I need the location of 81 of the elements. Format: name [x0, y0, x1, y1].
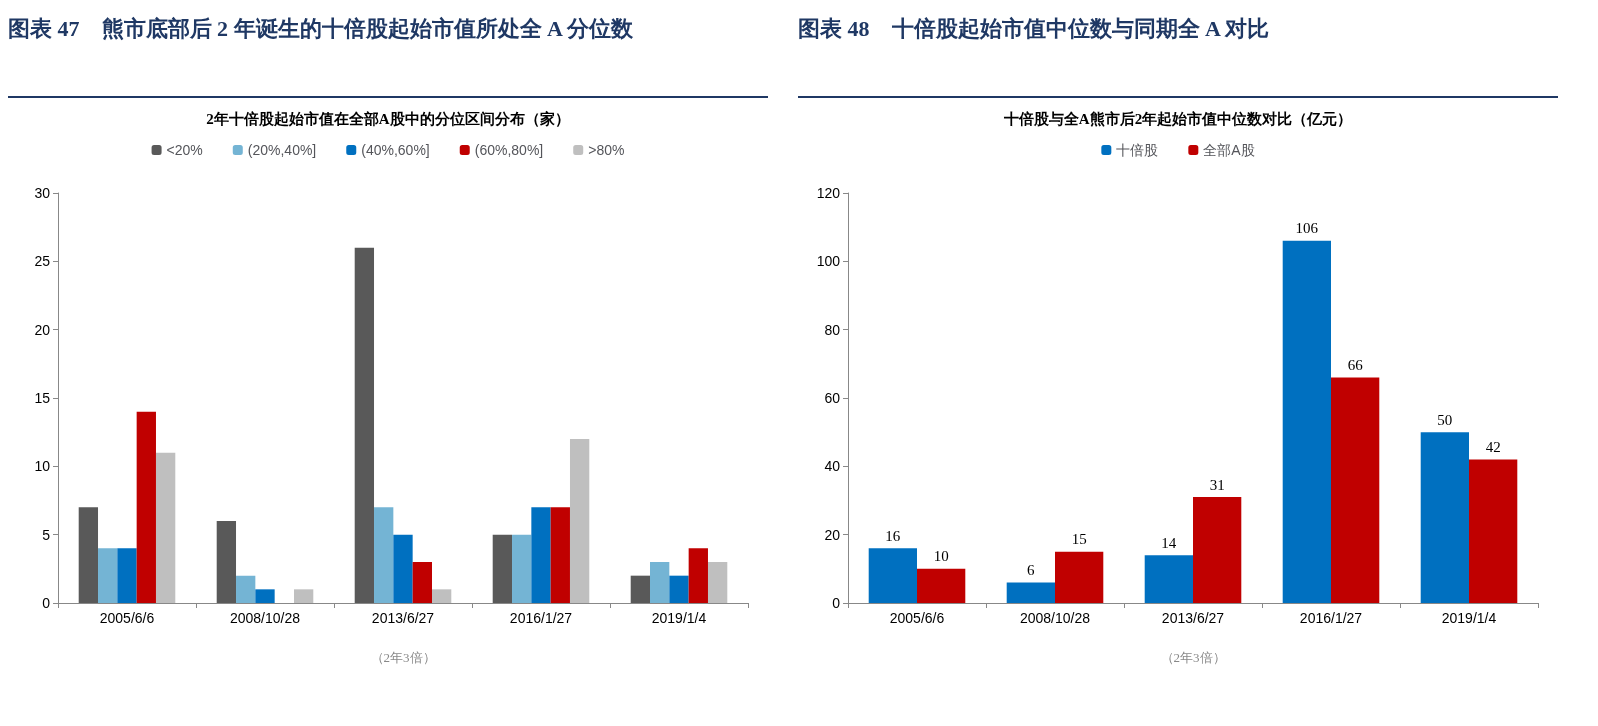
x-tick-label: 2013/6/27	[1161, 610, 1225, 626]
y-tick-label: 0	[42, 595, 51, 611]
y-tick-label: 25	[34, 253, 51, 270]
bar	[1420, 432, 1469, 603]
bar	[492, 534, 513, 603]
bar	[255, 589, 275, 603]
bar	[1469, 459, 1518, 603]
x-tick-label: 2005/6/6	[889, 610, 945, 626]
bar	[707, 562, 728, 603]
data-label: 6	[1027, 562, 1036, 578]
bar	[868, 548, 917, 603]
bar	[531, 507, 551, 603]
y-tick-label: 20	[34, 321, 51, 338]
data-label: 16	[885, 527, 901, 544]
data-label: 66	[1347, 357, 1364, 373]
data-label: 10	[933, 548, 949, 565]
y-tick-label: 80	[824, 321, 841, 338]
legend-label: >80%	[588, 142, 625, 158]
bar	[393, 534, 413, 603]
bar	[354, 247, 375, 603]
bar	[1055, 551, 1104, 603]
y-tick-label: 30	[34, 185, 51, 201]
bar	[650, 562, 670, 603]
data-label: 31	[1209, 476, 1225, 493]
y-tick-label: 0	[832, 595, 841, 611]
y-tick-label: 60	[824, 390, 841, 406]
legend-label: <20%	[166, 142, 203, 158]
bar	[431, 589, 452, 603]
bar	[630, 575, 651, 603]
bar	[917, 568, 966, 603]
y-tick-label: 40	[824, 458, 841, 475]
bar	[117, 548, 137, 603]
bar	[78, 507, 99, 603]
legend-label: (20%,40%]	[247, 142, 317, 158]
x-tick-label: 2016/1/27	[1299, 610, 1363, 626]
bar	[512, 534, 532, 603]
y-tick-label: 10	[34, 458, 51, 475]
chart-title: 图表 47 熊市底部后 2 年诞生的十倍股起始市值所处全 A 分位数	[8, 8, 768, 98]
bar	[1282, 240, 1331, 603]
legend-label: (40%,60%]	[361, 142, 430, 158]
y-tick-label: 15	[34, 390, 51, 406]
x-tick-label: 2008/10/28	[229, 610, 301, 626]
bar	[569, 439, 590, 603]
bar	[1144, 555, 1193, 603]
bar	[236, 575, 256, 603]
data-label: 42	[1485, 439, 1501, 455]
y-tick-label: 100	[816, 253, 841, 270]
data-label: 50	[1437, 411, 1453, 428]
bar	[669, 575, 689, 603]
x-tick-label: 2005/6/6	[99, 610, 155, 626]
x-tick-label: 2019/1/4	[651, 610, 707, 626]
bar	[1331, 377, 1380, 603]
y-tick-label: 5	[42, 526, 51, 543]
bar	[216, 521, 237, 603]
data-label: 15	[1071, 531, 1087, 548]
bar	[374, 507, 394, 603]
bar	[293, 589, 314, 603]
bar	[550, 507, 570, 603]
chart-title: 图表 48 十倍股起始市值中位数与同期全 A 对比	[798, 8, 1558, 98]
y-tick-label: 120	[816, 185, 841, 201]
legend-label: 十倍股	[1116, 142, 1159, 158]
x-tick-label: 2019/1/4	[1441, 610, 1497, 626]
bar	[1193, 497, 1242, 603]
x-tick-label: 2016/1/27	[509, 610, 573, 626]
bar	[155, 452, 176, 603]
y-tick-label: 20	[824, 526, 841, 543]
x-tick-label: 2008/10/28	[1019, 610, 1091, 626]
x-axis-title: （2年3倍）	[1160, 650, 1226, 665]
legend-label: 全部A股	[1203, 142, 1255, 158]
x-tick-label: 2013/6/27	[371, 610, 435, 626]
legend-label: (60%,80%]	[474, 142, 544, 158]
bar	[1006, 582, 1055, 603]
chart-subtitle: 2年十倍股起始市值在全部A股中的分位区间分布（家）	[206, 109, 570, 127]
bar	[136, 411, 156, 603]
bar	[98, 548, 118, 603]
data-label: 14	[1161, 534, 1177, 551]
chart-subtitle: 十倍股与全A熊市后2年起始市值中位数对比（亿元）	[1002, 109, 1353, 127]
x-axis-title: （2年3倍）	[370, 650, 436, 665]
bar	[412, 562, 432, 603]
data-label: 106	[1295, 220, 1319, 237]
bar	[688, 548, 708, 603]
